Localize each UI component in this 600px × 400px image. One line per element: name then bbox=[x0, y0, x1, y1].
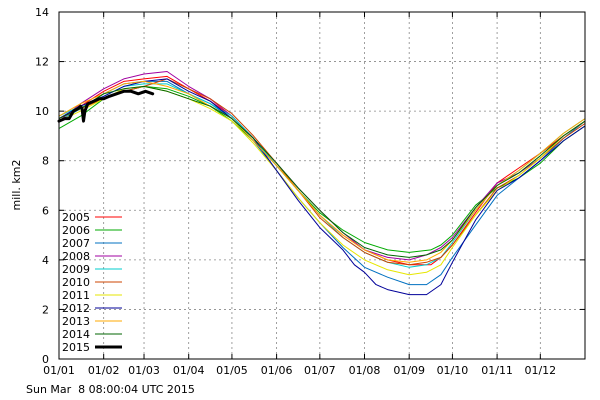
legend-label-2011: 2011 bbox=[62, 289, 90, 302]
legend-label-2005: 2005 bbox=[62, 211, 90, 224]
legend-label-2012: 2012 bbox=[62, 302, 90, 315]
x-tick-label: 01/04 bbox=[173, 364, 205, 377]
axes: 01/01 01/02 01/03 01/04 01/05 01/06 01/07 01/08… bbox=[35, 6, 585, 377]
x-tick-label: 01/11 bbox=[481, 364, 513, 377]
legend-label-2009: 2009 bbox=[62, 263, 90, 276]
x-tick-label: 01/01 bbox=[43, 364, 75, 377]
y-tick-label: 12 bbox=[35, 56, 49, 69]
y-tick-label: 10 bbox=[35, 105, 49, 118]
legend-label-2014: 2014 bbox=[62, 328, 90, 341]
series-line-2014 bbox=[58, 85, 586, 258]
series-line-2015 bbox=[57, 89, 155, 123]
legend-label-2015: 2015 bbox=[62, 341, 90, 354]
x-tick-label: 01/08 bbox=[349, 364, 381, 377]
x-tick-label: 01/06 bbox=[261, 364, 293, 377]
legend-label-2010: 2010 bbox=[62, 276, 90, 289]
series-line-2009 bbox=[58, 83, 586, 268]
series-line-2006 bbox=[58, 85, 586, 253]
series-line-2005 bbox=[58, 75, 586, 266]
series-line-2013 bbox=[58, 80, 586, 263]
x-tick-label: 01/12 bbox=[524, 364, 556, 377]
legend-label-2006: 2006 bbox=[62, 224, 90, 237]
series-line-2012 bbox=[58, 78, 586, 296]
x-tick-label: 01/07 bbox=[304, 364, 336, 377]
x-tick-label: 01/02 bbox=[88, 364, 120, 377]
x-tick-label: 01/10 bbox=[437, 364, 469, 377]
y-tick-label: 6 bbox=[42, 204, 49, 217]
y-tick-label: 0 bbox=[42, 353, 49, 366]
timestamp-footer: Sun Mar 8 08:00:04 UTC 2015 bbox=[26, 383, 195, 396]
y-tick-label: 2 bbox=[42, 303, 49, 316]
series-line-2010 bbox=[58, 78, 586, 266]
plot-frame bbox=[58, 11, 586, 360]
series-line-2008 bbox=[58, 71, 586, 261]
legend-label-2013: 2013 bbox=[62, 315, 90, 328]
x-tick-label: 01/09 bbox=[393, 364, 425, 377]
legend-label-2008: 2008 bbox=[62, 250, 90, 263]
y-tick-label: 4 bbox=[42, 254, 49, 267]
x-tick-label: 01/03 bbox=[128, 364, 160, 377]
legend: 2005200620072008200920102011201220132014… bbox=[62, 211, 122, 354]
legend-label-2007: 2007 bbox=[62, 237, 90, 250]
y-axis-label: mill. km2 bbox=[10, 160, 23, 211]
y-tick-label: 14 bbox=[35, 6, 49, 19]
y-tick-label: 8 bbox=[42, 155, 49, 168]
x-tick-label: 01/05 bbox=[216, 364, 248, 377]
series-lines bbox=[57, 71, 586, 296]
